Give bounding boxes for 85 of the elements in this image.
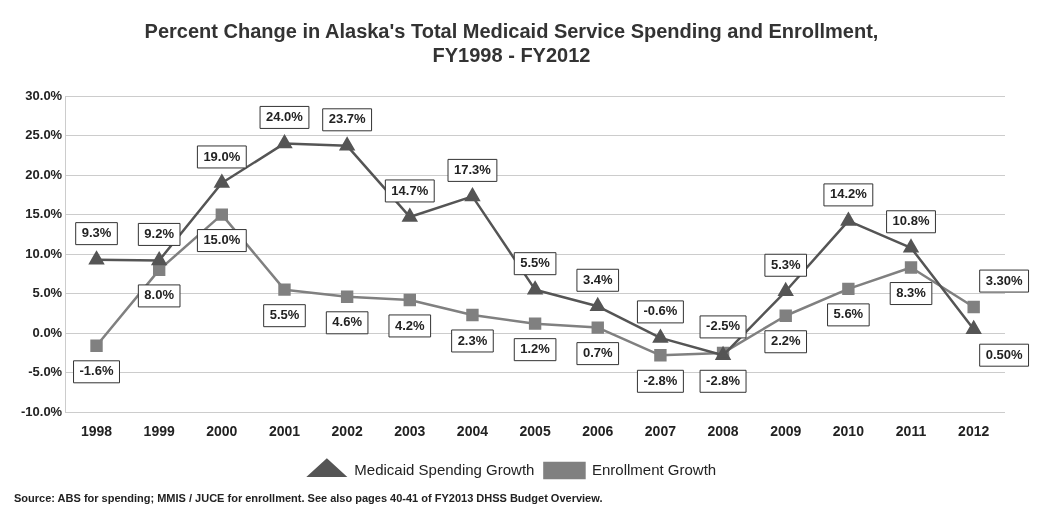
data-label: 23.7% [328,111,366,127]
y-tick-label: 10.0% [25,245,63,261]
point [653,329,668,343]
point [778,283,794,296]
point [339,137,355,151]
chart-title: Percent Change in Alaska's Total Medicaid Service Spending and Enrollment, FY1998 - FY2012 [144,19,879,66]
data-label: 24.0% [266,109,304,125]
data-label: 4.2% [394,317,426,333]
source-note: Source: ABS for spending; MMIS / JUCE for enrollment. See also pages 40-41 of FY2013 DHSS Budget Overview. [14,492,604,504]
x-tick-label: 2003 [394,423,426,440]
point [402,208,418,222]
point [90,339,103,352]
y-tick-label: -10.0% [20,403,63,419]
data-label: 8.3% [896,285,927,301]
point [528,317,542,330]
data-label: 9.2% [144,226,175,241]
point [527,281,543,295]
data-label: -2.8% [643,372,678,388]
point [466,308,479,322]
y-tick-label: -5.0% [28,364,63,380]
data-label: 15.0% [203,232,241,248]
data-label: 8.0% [144,287,175,303]
point [591,321,604,334]
legend-label: Enrollment Growth [591,460,717,478]
data-label: 19.0% [203,148,241,164]
x-tick-label: 1998 [80,423,113,440]
data-label: 9.3% [81,225,112,241]
x-tick-label: 2008 [707,423,739,440]
point [277,135,292,149]
point [966,320,981,334]
x-tick-label: 2000 [206,423,238,440]
data-label: 0.7% [582,345,613,361]
data-label: 14.2% [829,186,868,202]
point [590,298,606,312]
point [340,290,354,303]
point [841,212,856,226]
x-tick-label: 2012 [958,423,990,440]
y-tick-label: 0.0% [32,324,63,340]
point [904,261,918,274]
x-tick-label: 2007 [644,423,677,440]
x-tick-label: 2002 [331,423,363,440]
x-tick-label: 2005 [519,423,551,440]
data-label: 5.5% [520,255,551,271]
x-tick-label: 2011 [895,423,927,440]
data-label: 14.7% [391,182,429,198]
legend-label: Medicaid Spending Growth [354,460,535,478]
data-label: 1.2% [520,341,551,357]
point [215,208,229,221]
data-label: 2.3% [457,332,488,348]
data-label: 5.6% [833,306,864,322]
data-label: 3.30% [985,272,1023,288]
point [779,309,792,322]
x-tick-label: 2004 [456,423,489,440]
point [465,188,480,202]
y-tick-label: 30.0% [25,87,63,103]
x-tick-label: 2009 [770,423,802,440]
data-label: 5.3% [770,256,801,272]
point [151,252,167,266]
point [967,300,980,314]
data-label: 17.3% [454,161,492,177]
point [403,293,416,307]
x-tick-label: 1999 [143,423,175,440]
data-label: 10.8% [892,213,930,229]
point [89,251,104,265]
data-label: 4.6% [332,314,363,330]
data-label: 0.50% [985,346,1023,362]
x-tick-label: 2006 [582,423,614,440]
x-tick-label: 2001 [268,423,301,440]
point [903,239,919,253]
data-label: -0.6% [643,303,678,319]
y-tick-label: 15.0% [25,206,63,222]
data-label: -2.5% [706,318,741,334]
y-tick-label: 20.0% [25,166,63,182]
data-label: 5.5% [269,307,300,323]
point [842,282,855,296]
x-tick-label: 2010 [832,423,865,440]
y-tick-label: 5.0% [32,285,63,301]
data-label: 3.4% [582,271,613,287]
data-label: 2.2% [770,333,801,349]
y-tick-label: 25.0% [25,127,63,143]
data-label: -1.6% [79,363,114,379]
point [278,283,291,296]
point [654,349,667,362]
point [214,174,230,188]
data-label: -2.8% [706,372,741,388]
